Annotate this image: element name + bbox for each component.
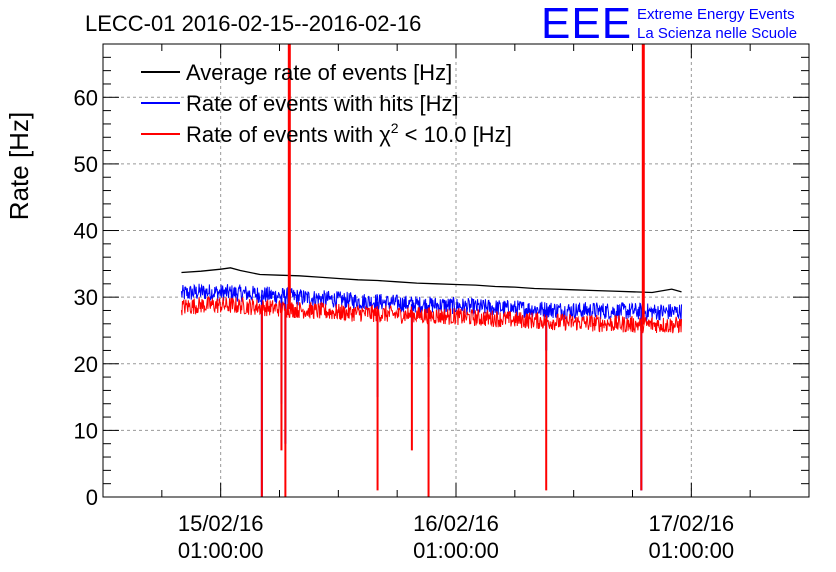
y-tick-label: 0 — [86, 485, 98, 510]
legend-entry-label: Rate of events with hits [Hz] — [186, 91, 459, 116]
legend-text-suffix: < 10.0 [Hz] — [399, 122, 512, 147]
y-tick-label: 30 — [74, 285, 98, 310]
y-tick-label: 10 — [74, 418, 98, 443]
legend: Average rate of events [Hz] Rate of event… — [141, 60, 512, 147]
x-tick-date-label: 16/02/16 — [413, 511, 499, 536]
eee-logo: EEE Extreme Energy Events La Scienza nel… — [541, 0, 797, 48]
logo-line-1: Extreme Energy Events — [637, 6, 795, 23]
y-tick-label: 50 — [74, 152, 98, 177]
y-axis-label: Rate [Hz] — [4, 112, 34, 220]
legend-text: Rate of events with χ — [186, 122, 391, 147]
x-tick-time-label: 01:00:00 — [413, 538, 499, 563]
series-line-average-rate — [181, 267, 682, 294]
grid-lines — [103, 44, 809, 497]
legend-text: Average rate of events [Hz] — [186, 60, 452, 85]
y-tick-label: 40 — [74, 219, 98, 244]
legend-text: Rate of events with hits [Hz] — [186, 91, 459, 116]
x-tick-date-label: 15/02/16 — [178, 511, 264, 536]
legend-entry-label: Average rate of events [Hz] — [186, 60, 452, 85]
series-lines — [180, 44, 683, 497]
legend-entry-label: Rate of events with χ2 < 10.0 [Hz] — [186, 120, 512, 147]
y-tick-label: 60 — [74, 85, 98, 110]
legend-superscript: 2 — [391, 120, 399, 136]
logo-line-2: La Scienza nelle Scuole — [637, 25, 797, 42]
x-tick-date-label: 17/02/16 — [649, 511, 735, 536]
y-tick-label: 20 — [74, 352, 98, 377]
x-tick-time-label: 01:00:00 — [649, 538, 735, 563]
logo-mark: EEE — [541, 0, 632, 48]
series-line-hits-rate — [180, 283, 683, 322]
axes: 010203040506015/02/1601:00:0016/02/1601:… — [74, 43, 810, 563]
series-line-chi2-rate — [180, 295, 683, 334]
chart-title: LECC-01 2016-02-15--2016-02-16 — [85, 11, 421, 36]
x-tick-time-label: 01:00:00 — [178, 538, 264, 563]
